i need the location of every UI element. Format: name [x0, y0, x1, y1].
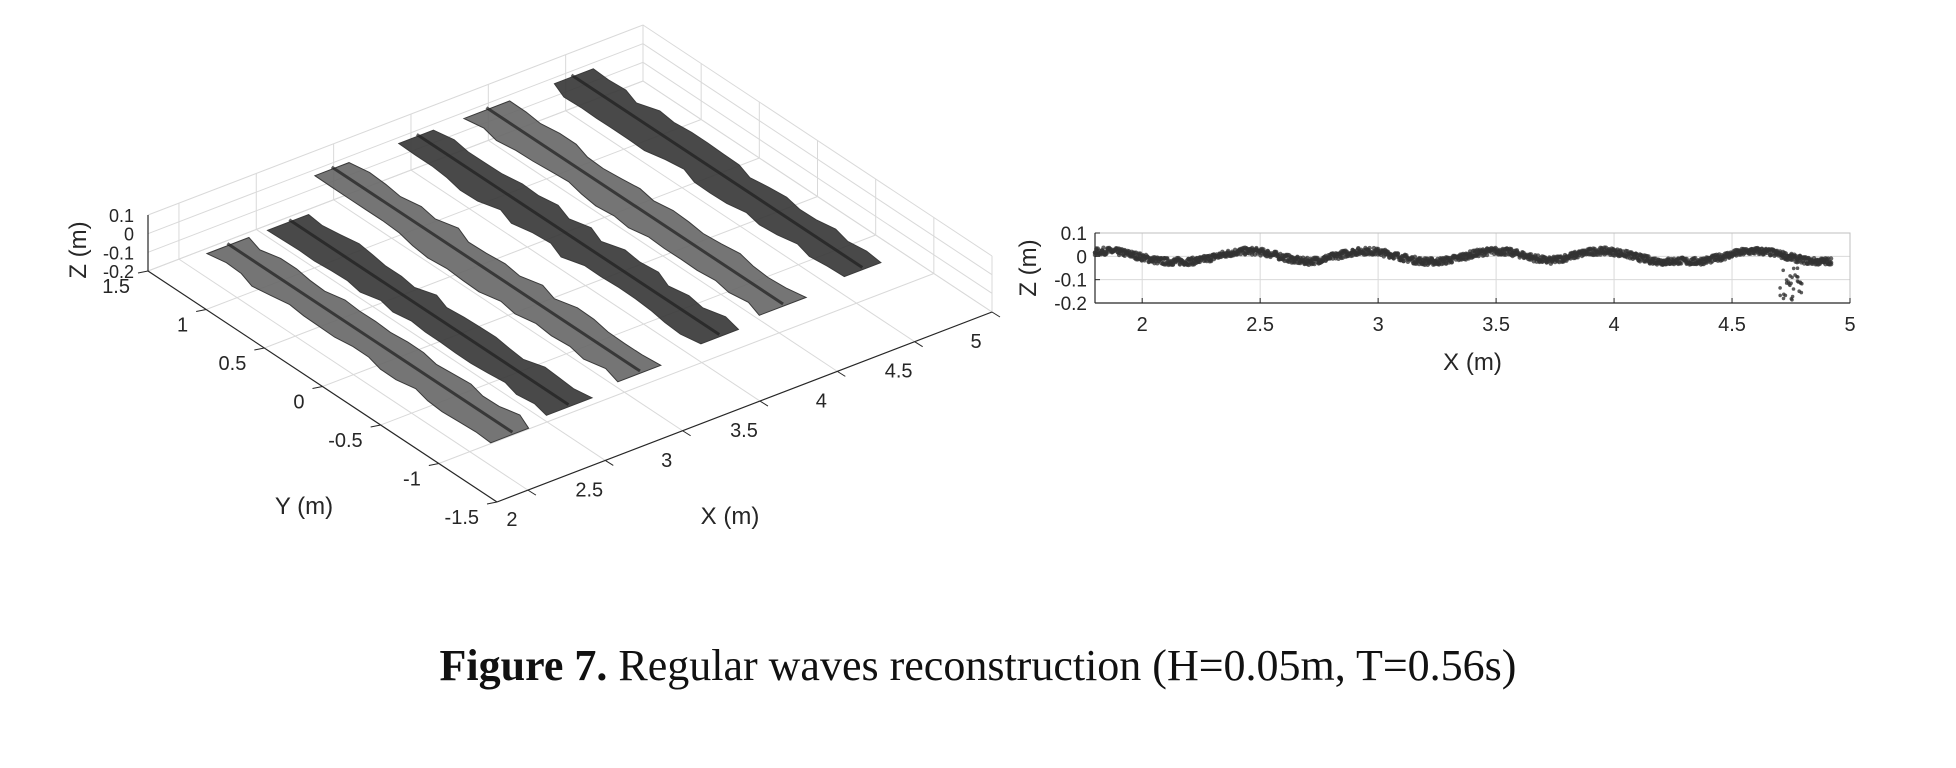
- y-tick-label: 1: [177, 315, 188, 337]
- x-tick-label: 3: [661, 450, 672, 472]
- x-axis-label: X (m): [701, 503, 760, 530]
- y-tick-label: -1.5: [445, 507, 479, 529]
- grid-line: [147, 61, 993, 294]
- x-tick: [759, 400, 769, 407]
- wave-point: [1781, 296, 1786, 301]
- wave-crest: [288, 218, 570, 406]
- caption-label: Figure 7.: [439, 641, 608, 690]
- y-tick-label: -0.2: [1054, 294, 1087, 315]
- y-axis-label: Y (m): [275, 493, 333, 520]
- x-tick-label: 2: [1137, 314, 1148, 336]
- grid-line: [147, 80, 993, 313]
- wave-point: [1778, 286, 1782, 290]
- wave-point: [1790, 275, 1794, 280]
- y-tick-label: -1: [403, 469, 421, 491]
- wave-point: [1795, 266, 1800, 271]
- x-tick-label: 2.5: [1246, 314, 1274, 336]
- wave-point: [1791, 287, 1796, 291]
- z-tick-label: -0.2: [103, 262, 134, 282]
- y-axis-label: Z (m): [1015, 239, 1042, 296]
- caption-text: Regular waves reconstruction (H=0.05m, T…: [618, 641, 1517, 690]
- z-tick-label: 0: [124, 225, 134, 245]
- x-tick-label: 3.5: [730, 420, 758, 442]
- z-tick-label: -0.1: [103, 243, 134, 263]
- wave-point: [1783, 293, 1788, 298]
- wave-point: [1828, 256, 1834, 261]
- grid-line: [438, 273, 935, 464]
- wave-point: [1786, 280, 1791, 284]
- x-tick-label: 4: [816, 390, 827, 412]
- wave-point: [1798, 280, 1802, 285]
- wave-point: [1401, 258, 1406, 264]
- y-tick: [486, 501, 498, 505]
- x-axis-label: X (m): [1443, 349, 1502, 376]
- x-tick: [682, 430, 691, 437]
- wave-point: [1790, 298, 1794, 302]
- y-tick: [254, 347, 265, 351]
- wave-point: [1796, 275, 1800, 279]
- y-tick: [137, 270, 149, 274]
- wave-crest: [330, 165, 641, 373]
- wave-point: [1795, 279, 1800, 283]
- z-axis-label: Z (m): [65, 221, 92, 278]
- y-tick: [312, 386, 323, 389]
- side-view-chart: 2 2.5 3 3.5 4 4.5 5 0.10 -0.1-0.2 X (m) Z (m): [1015, 224, 1856, 376]
- x-axis-line: [496, 311, 993, 503]
- y-tick-label: -0.5: [328, 430, 362, 452]
- y-tick: [370, 424, 381, 428]
- x-tick: [914, 341, 923, 348]
- wave-crest: [415, 133, 721, 336]
- x-tick-label: 3.5: [1482, 314, 1510, 336]
- plot-frame: [1094, 232, 1851, 304]
- y-tick-label: -0.1: [1054, 271, 1087, 292]
- x-tick-label: 5: [1844, 314, 1855, 336]
- x-tick-label: 3: [1373, 314, 1384, 336]
- grid-line: [147, 24, 993, 257]
- wave-point: [1391, 256, 1396, 261]
- y-tick: [428, 463, 439, 466]
- wave-points: [1092, 245, 1834, 302]
- wave-point: [1165, 256, 1170, 261]
- wave-point: [1678, 261, 1684, 266]
- x-tick: [527, 489, 537, 496]
- x-tick-label: 4.5: [885, 361, 913, 383]
- wave-point: [1367, 245, 1372, 251]
- figure-caption: Figure 7. Regular waves reconstruction (…: [0, 640, 1956, 691]
- wave-point: [1646, 254, 1651, 259]
- y-tick-label: 0.1: [1061, 224, 1087, 245]
- x-tick: [991, 311, 1001, 318]
- y-tick: [196, 309, 207, 312]
- wave-point: [1781, 268, 1785, 273]
- wave-point: [1791, 266, 1796, 271]
- wave-point: [1778, 293, 1782, 298]
- y-tick-label: 0: [293, 392, 304, 414]
- wave-point: [1788, 283, 1792, 288]
- z-tick-label: 0.1: [109, 206, 134, 226]
- grid-line: [147, 43, 993, 276]
- x-tick-label: 4.5: [1718, 314, 1746, 336]
- grid-3d: [147, 24, 993, 503]
- y-tick-label: 0.5: [219, 353, 247, 375]
- x-tick-label: 2.5: [575, 479, 603, 501]
- wave-point: [1412, 254, 1418, 259]
- grid-2d: [1095, 232, 1851, 304]
- y-tick-label: 0: [1076, 247, 1087, 268]
- x-tick-label: 4: [1609, 314, 1620, 336]
- x-tick-label: 5: [970, 331, 981, 353]
- wave-point: [1797, 289, 1801, 294]
- wave-crest: [226, 242, 514, 434]
- x-tick: [605, 460, 614, 466]
- wave-point: [1395, 251, 1401, 256]
- wave-point: [1828, 262, 1834, 267]
- y-tick-label: 1.5: [102, 276, 130, 298]
- wave-point: [1484, 252, 1490, 258]
- x-tick-label: 2: [506, 509, 517, 531]
- wave-surface: [205, 68, 882, 444]
- wave-crest: [570, 73, 864, 269]
- x-tick: [837, 370, 846, 377]
- surface-3d-chart: 22.533.544.55-1.5-1-0.500.511.5-0.2-0.10…: [65, 24, 1001, 531]
- wave-point: [1101, 245, 1106, 250]
- wave-crest: [485, 106, 784, 306]
